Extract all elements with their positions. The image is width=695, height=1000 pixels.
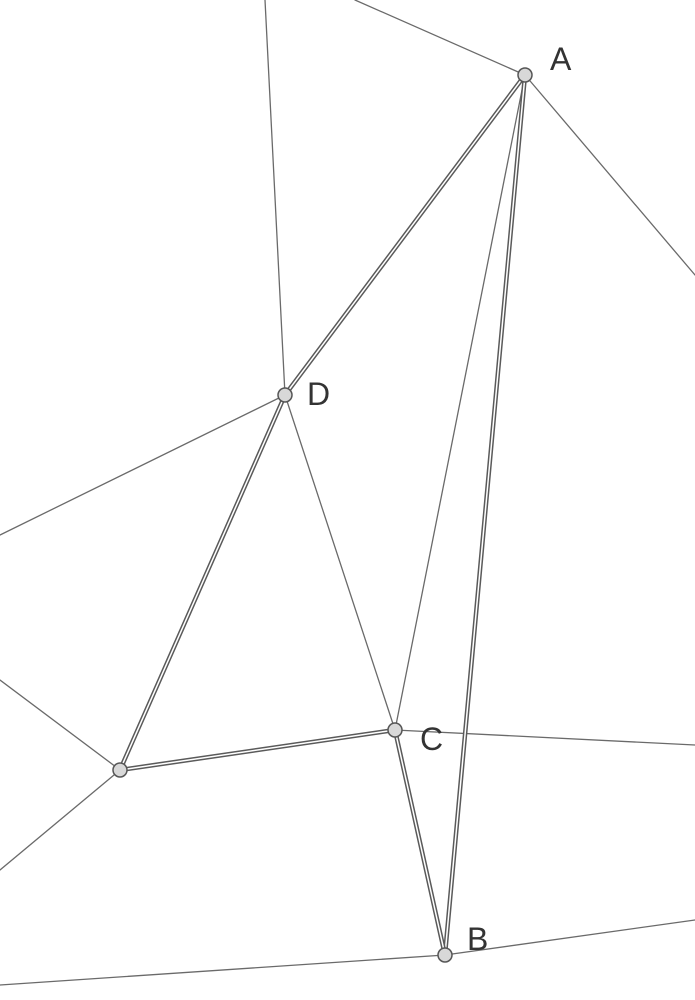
node-B <box>438 948 452 962</box>
edge-D-E <box>120 395 285 770</box>
node-A <box>518 68 532 82</box>
ext-edge-0 <box>355 0 525 75</box>
ext-edge-8 <box>0 770 120 870</box>
labels-layer: A D C B <box>307 41 572 957</box>
label-C: C <box>420 721 443 757</box>
edge-D-C <box>285 395 395 730</box>
nodes-layer <box>113 68 532 962</box>
edge-A-C <box>395 75 525 730</box>
edge-C-E <box>120 730 395 770</box>
ext-edge-2 <box>265 0 285 395</box>
ext-edge-3 <box>0 395 285 535</box>
edges-layer <box>0 0 695 985</box>
edge-A-D <box>285 75 525 395</box>
node-E <box>113 763 127 777</box>
label-A: A <box>550 41 572 77</box>
ext-edge-7 <box>0 680 120 770</box>
node-C <box>388 723 402 737</box>
ext-edge-1 <box>525 75 695 275</box>
geometry-diagram: A D C B <box>0 0 695 1000</box>
edge-A-B <box>445 75 525 955</box>
label-D: D <box>307 376 330 412</box>
label-B: B <box>467 921 488 957</box>
node-D <box>278 388 292 402</box>
ext-edge-5 <box>0 955 445 985</box>
edge-C-B <box>395 730 445 955</box>
